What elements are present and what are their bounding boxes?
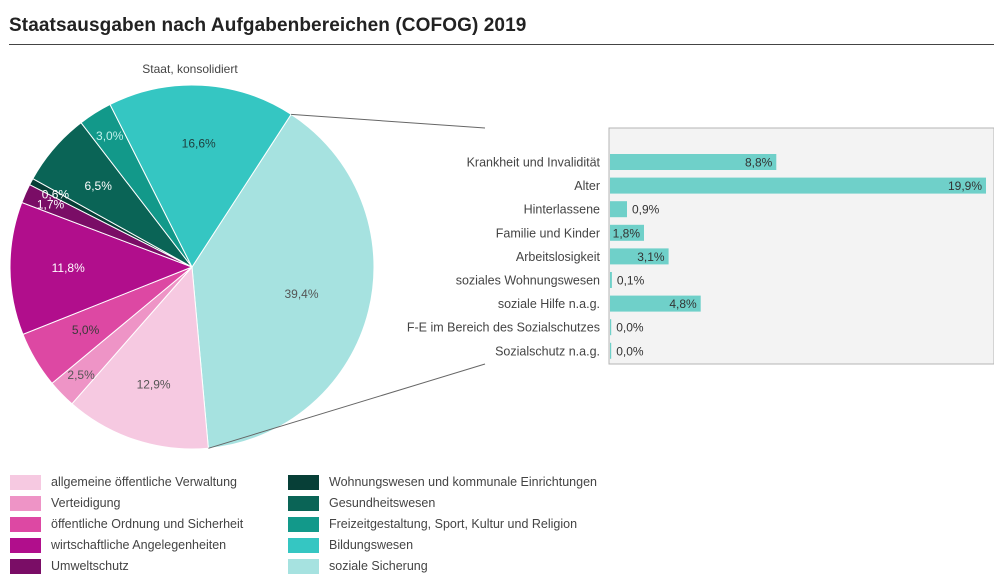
pie-label-wohnungswesen-und-kommunale-einrichtungen: 0,6% xyxy=(42,188,70,202)
bar-f-e-im-bereich-des-sozialschutzes xyxy=(610,319,612,336)
bar-value-hinterlassene: 0,9% xyxy=(632,203,660,217)
pie-chart: 39,4% 12,9% 2,5% 5,0% 11,8% 1,7%0,6% 6,5% 3,0% 1… xyxy=(9,84,375,450)
pie-slice-bildungswesen xyxy=(109,84,292,269)
bar-category-soziales-wohnungswesen: soziales Wohnungswesen xyxy=(456,274,600,288)
bar-soziale-hilfe-n-a-g xyxy=(610,295,701,312)
title-divider xyxy=(9,44,994,45)
cofog-chart: 39,4% 12,9% 2,5% 5,0% 11,8% 1,7%0,6% 6,5% 3,0% 1… xyxy=(9,84,994,450)
bar-value-f-e-im-bereich-des-sozialschutzes: 0,0% xyxy=(616,321,644,335)
bar-sozialschutz-n-a-g xyxy=(610,342,612,359)
bar-category-sozialschutz-n-a-g: Sozialschutz n.a.g. xyxy=(495,344,600,358)
bar-chart: Krankheit und Invalidität 8,8% Alter 19,9% H… xyxy=(407,127,994,365)
bar-value-soziale-hilfe-n-a-g: 4,8% xyxy=(669,297,697,311)
pie-slice-allgemeine-oeffentliche-verwaltung xyxy=(71,265,209,450)
bar-category-familie-und-kinder: Familie und Kinder xyxy=(496,226,600,240)
chart-title: Staatsausgaben nach Aufgabenbereichen (C… xyxy=(9,15,527,36)
bar-value-soziales-wohnungswesen: 0,1% xyxy=(617,274,645,288)
connector-lines xyxy=(208,113,486,449)
bar-value-krankheit-und-invaliditaet: 8,8% xyxy=(745,156,773,170)
legend-swatch xyxy=(10,558,41,574)
bar-value-familie-und-kinder: 1,8% xyxy=(613,226,641,240)
pie-slice-wirtschaftliche-angelegenheiten xyxy=(9,201,194,335)
bar-alter xyxy=(610,177,986,194)
bar-category-arbeitslosigkeit: Arbeitslosigkeit xyxy=(516,250,601,264)
bar-familie-und-kinder xyxy=(610,224,644,241)
legend-label: Umweltschutz xyxy=(51,559,129,573)
pie-label-soziale-sicherung: 39,4% xyxy=(284,287,318,301)
pie-label-oeffentliche-ordnung-und-sicherheit: 5,0% xyxy=(72,323,100,337)
legend-item-umweltschutz: Umweltschutz xyxy=(10,558,129,574)
bar-krankheit-und-invaliditaet xyxy=(610,154,777,170)
bar-hinterlassene xyxy=(610,201,627,218)
bar-soziales-wohnungswesen xyxy=(610,272,612,288)
connector-line-bottom xyxy=(208,363,486,449)
pie-label-umweltschutz: 1,7% xyxy=(37,198,65,212)
bar-value-sozialschutz-n-a-g: 0,0% xyxy=(616,344,644,358)
bar-value-arbeitslosigkeit: 3,1% xyxy=(637,250,665,264)
pie-label-bildungswesen: 16,6% xyxy=(182,136,216,150)
pie-label-allgemeine-oeffentliche-verwaltung: 12,9% xyxy=(137,378,171,392)
bar-value-alter: 19,9% xyxy=(948,179,982,193)
pie-label-wirtschaftliche-angelegenheiten: 11,8% xyxy=(52,261,85,275)
bar-category-hinterlassene: Hinterlassene xyxy=(524,203,600,217)
legend-swatch xyxy=(288,558,319,574)
pie-caption: Staat, konsolidiert xyxy=(142,62,238,76)
legend-label: soziale Sicherung xyxy=(329,559,428,573)
pie-label-gesundheitswesen: 6,5% xyxy=(85,179,113,193)
bar-arbeitslosigkeit xyxy=(610,248,669,265)
bar-category-soziale-hilfe-n-a-g: soziale Hilfe n.a.g. xyxy=(498,297,600,311)
bar-category-krankheit-und-invaliditaet: Krankheit und Invalidität xyxy=(467,156,601,170)
bar-category-alter: Alter xyxy=(574,179,600,193)
connector-line-top xyxy=(291,113,486,129)
pie-label-verteidigung: 2,5% xyxy=(67,368,95,382)
bar-category-f-e-im-bereich-des-sozialschutzes: F-E im Bereich des Sozialschutzes xyxy=(407,321,600,335)
legend-item-soziale-sicherung: soziale Sicherung xyxy=(288,558,428,574)
pie-label-freizeitgestaltung-sport-kultur-und-religion: 3,0% xyxy=(96,129,124,143)
